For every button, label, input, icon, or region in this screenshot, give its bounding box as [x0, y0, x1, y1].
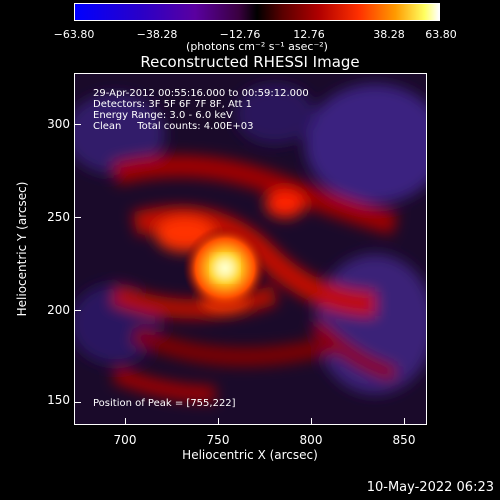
- datestamp: 10-May-2022 06:23: [366, 480, 494, 495]
- y-tick-label: 150: [47, 393, 70, 407]
- x-tick-mark: [311, 418, 312, 425]
- y-tick-mark: [74, 310, 81, 311]
- colorbar-tick-label: 38.28: [373, 28, 405, 41]
- y-tick-mark: [74, 124, 81, 125]
- colorbar: [74, 3, 440, 21]
- colorbar-tick-label: 12.76: [293, 28, 325, 41]
- annotation-line: Detectors: 3F 5F 6F 7F 8F, Att 1: [93, 99, 253, 110]
- annotation-line: Clean Total counts: 4.00E+03: [93, 121, 254, 132]
- x-tick-mark: [404, 418, 405, 425]
- y-tick-label: 250: [47, 210, 70, 224]
- image-plot: 29-Apr-2012 00:55:16.000 to 00:59:12.000…: [74, 73, 427, 425]
- x-tick-label: 800: [299, 433, 323, 447]
- x-tick-label: 750: [206, 433, 230, 447]
- colorbar-tick-label: 63.80: [425, 28, 457, 41]
- colorbar-tick-label: −63.80: [53, 28, 95, 41]
- colorbar-tick-label: −38.28: [136, 28, 178, 41]
- x-tick-label: 850: [392, 433, 416, 447]
- colorbar-unit: (photons cm⁻² s⁻¹ asec⁻²): [186, 40, 328, 53]
- x-tick-mark: [218, 418, 219, 425]
- x-axis-label: Heliocentric X (arcsec): [182, 448, 318, 462]
- peak-position-label: Position of Peak = [755,222]: [93, 398, 236, 409]
- reconstructed-image: [75, 74, 426, 424]
- colorbar-tick-label: −12.76: [219, 28, 261, 41]
- y-tick-mark: [74, 217, 81, 218]
- x-tick-label: 700: [113, 433, 137, 447]
- y-tick-label: 200: [47, 303, 70, 317]
- y-tick-mark: [74, 402, 81, 403]
- plot-title: Reconstructed RHESSI Image: [140, 53, 360, 71]
- annotation-line: Energy Range: 3.0 - 6.0 keV: [93, 110, 233, 121]
- y-tick-label: 300: [47, 117, 70, 131]
- annotation-line: 29-Apr-2012 00:55:16.000 to 00:59:12.000: [93, 88, 309, 99]
- y-axis-label: Heliocentric Y (arcsec): [15, 181, 29, 317]
- x-tick-mark: [125, 418, 126, 425]
